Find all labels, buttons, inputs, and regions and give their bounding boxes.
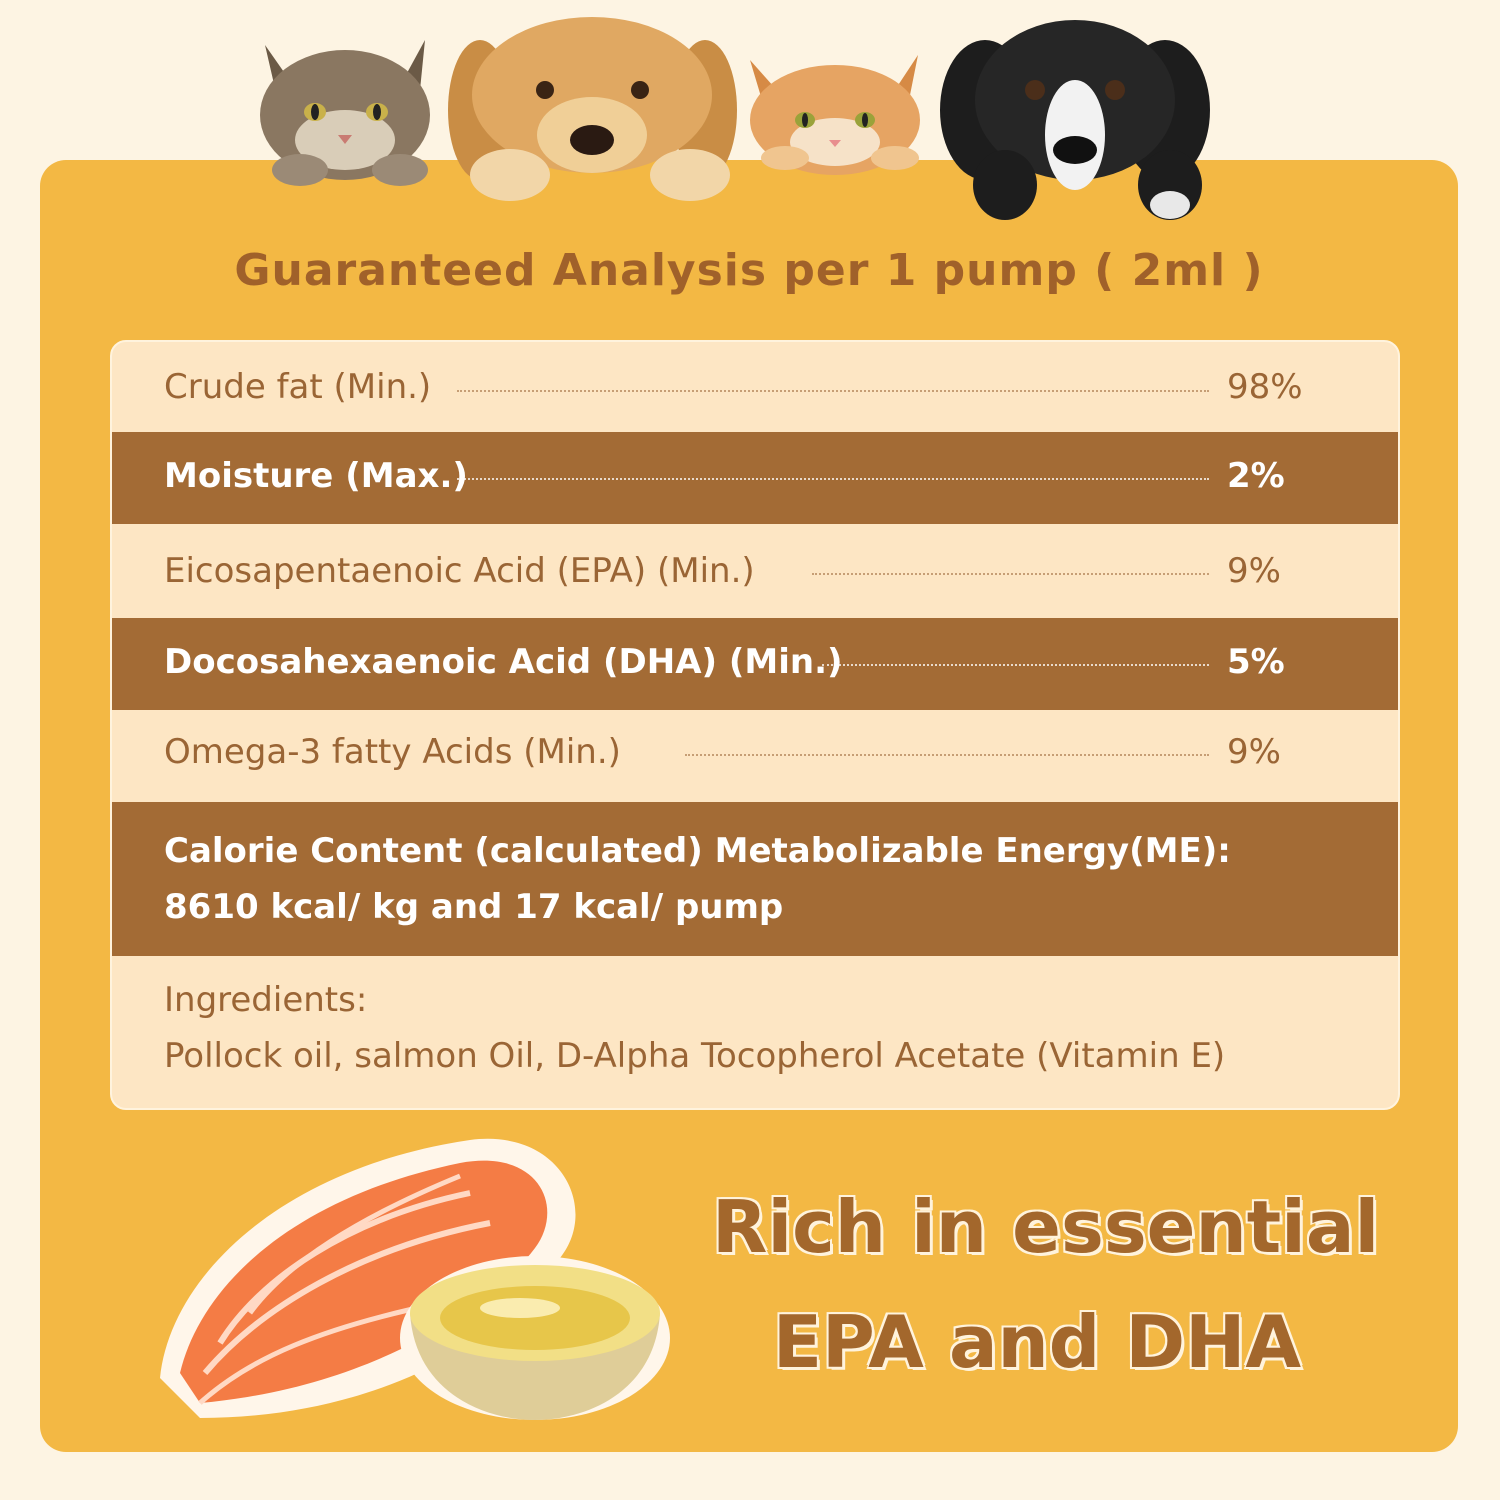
analysis-row-omega3: Omega-3 fatty Acids (Min.) 9% — [112, 710, 1398, 802]
row-label: Docosahexaenoic Acid (DHA) (Min.) — [164, 642, 843, 682]
calorie-content-row: Calorie Content (calculated) Metabolizab… — [112, 802, 1398, 956]
salmon-slices-icon — [160, 1138, 576, 1418]
leader-dots — [457, 478, 1209, 480]
leader-dots — [457, 390, 1209, 392]
slogan-line-2: EPA and DHA — [772, 1300, 1302, 1384]
row-value: 98% — [1227, 367, 1303, 407]
ingredients-row: Ingredients: Pollock oil, salmon Oil, D-… — [112, 956, 1398, 1108]
analysis-table: Crude fat (Min.) 98% Moisture (Max.) 2% … — [110, 340, 1400, 1110]
row-label: Crude fat (Min.) — [164, 367, 432, 407]
row-label: Omega-3 fatty Acids (Min.) — [164, 732, 621, 772]
analysis-row-epa: Eicosapentaenoic Acid (EPA) (Min.) 9% — [112, 524, 1398, 618]
analysis-row-moisture: Moisture (Max.) 2% — [112, 432, 1398, 524]
pets-illustration — [260, 17, 1210, 220]
black-white-dog-icon — [940, 20, 1210, 220]
row-value: 2% — [1227, 456, 1285, 496]
ingredients-text: Pollock oil, salmon Oil, D-Alpha Tocophe… — [164, 1036, 1226, 1076]
leader-dots — [812, 573, 1209, 575]
calorie-line-1: Calorie Content (calculated) Metabolizab… — [164, 831, 1231, 871]
row-value: 9% — [1227, 551, 1281, 591]
ingredients-heading: Ingredients: — [164, 980, 368, 1020]
food-illustration — [160, 1138, 670, 1420]
orange-cat-icon — [750, 55, 920, 175]
leader-dots — [822, 664, 1209, 666]
analysis-row-crude-fat: Crude fat (Min.) 98% — [112, 342, 1398, 432]
slogan-line-1: Rich in essential — [712, 1185, 1380, 1269]
calorie-line-2: 8610 kcal/ kg and 17 kcal/ pump — [164, 887, 784, 927]
leader-dots — [685, 754, 1209, 756]
oil-bowl-icon — [400, 1256, 670, 1420]
row-label: Eicosapentaenoic Acid (EPA) (Min.) — [164, 551, 755, 591]
row-label: Moisture (Max.) — [164, 456, 468, 496]
row-value: 9% — [1227, 732, 1281, 772]
golden-retriever-icon — [448, 17, 737, 201]
row-value: 5% — [1227, 642, 1285, 682]
analysis-row-dha: Docosahexaenoic Acid (DHA) (Min.) 5% — [112, 618, 1398, 710]
tabby-cat-icon — [260, 40, 430, 186]
analysis-title: Guaranteed Analysis per 1 pump ( 2ml ) — [234, 245, 1264, 296]
